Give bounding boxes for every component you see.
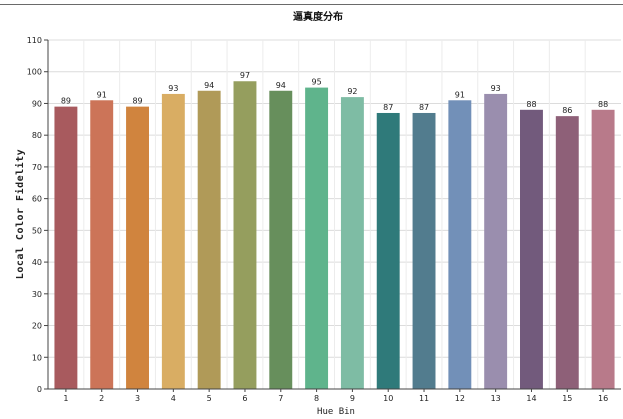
x-tick-label: 10 <box>383 394 393 403</box>
y-tick-label: 30 <box>32 290 42 299</box>
x-tick-label: 8 <box>314 394 319 403</box>
bar <box>412 112 436 390</box>
bar <box>197 90 221 389</box>
y-tick-label: 110 <box>27 36 42 45</box>
bar <box>161 93 185 389</box>
bar-value-label: 88 <box>526 100 536 109</box>
y-tick-label: 20 <box>32 322 42 331</box>
y-tick-label: 100 <box>27 68 42 77</box>
bar-value-label: 86 <box>562 106 572 115</box>
x-tick-label: 14 <box>526 394 536 403</box>
data-labels: 89 91 89 93 94 97 94 95 92 87 87 91 93 88 86 88 <box>61 71 608 115</box>
bar <box>591 109 615 390</box>
bar <box>448 100 472 390</box>
bars <box>54 81 615 390</box>
bar <box>90 100 114 390</box>
x-tick-label: 12 <box>455 394 465 403</box>
bar-value-label: 91 <box>97 90 107 99</box>
x-tick-label: 11 <box>419 394 429 403</box>
y-tick-label: 90 <box>32 99 42 108</box>
x-tick-label: 13 <box>491 394 501 403</box>
x-tick-label: 7 <box>278 394 283 403</box>
bar-value-label: 94 <box>276 81 286 90</box>
y-tick-label: 70 <box>32 163 42 172</box>
bar-value-label: 92 <box>347 87 357 96</box>
bar-value-label: 97 <box>240 71 250 80</box>
bar <box>126 106 149 390</box>
x-tick-label: 1 <box>63 394 68 403</box>
top-divider <box>0 4 623 5</box>
y-tick-label: 10 <box>32 353 42 362</box>
bar <box>233 81 257 389</box>
chart-title: 逼真度分布 <box>293 10 343 23</box>
x-tick-label: 2 <box>99 394 104 403</box>
bar-value-label: 94 <box>204 81 214 90</box>
y-tick-label: 80 <box>32 131 42 140</box>
x-tick-label: 9 <box>350 394 355 403</box>
bar-value-label: 89 <box>61 97 71 106</box>
bar <box>484 93 508 389</box>
y-tick-label: 0 <box>37 385 42 394</box>
bar <box>305 87 329 389</box>
bar-value-label: 93 <box>168 84 178 93</box>
bar-value-label: 89 <box>132 97 142 106</box>
bar-value-label: 93 <box>491 84 501 93</box>
bar <box>555 116 579 390</box>
y-tick-label: 40 <box>32 258 42 267</box>
bar <box>376 112 400 390</box>
y-tick-label: 60 <box>32 195 42 204</box>
bar-value-label: 95 <box>312 78 322 87</box>
x-tick-label: 5 <box>207 394 212 403</box>
bar <box>269 90 293 389</box>
x-tick-label: 3 <box>135 394 140 403</box>
x-tick-label: 4 <box>171 394 176 403</box>
bar-value-label: 88 <box>598 100 608 109</box>
bar <box>54 106 78 390</box>
bar <box>340 97 364 389</box>
bar-value-label: 87 <box>383 103 393 112</box>
bar-value-label: 87 <box>419 103 429 112</box>
bar <box>520 109 543 390</box>
x-axis-title: Hue Bin <box>317 407 355 417</box>
bar-value-label: 91 <box>455 90 465 99</box>
x-tick-label: 6 <box>242 394 247 403</box>
y-tick-label: 50 <box>32 226 42 235</box>
x-tick-label: 16 <box>598 394 608 403</box>
x-tick-label: 15 <box>562 394 572 403</box>
y-axis-title: Local Color Fidelity <box>14 149 26 279</box>
